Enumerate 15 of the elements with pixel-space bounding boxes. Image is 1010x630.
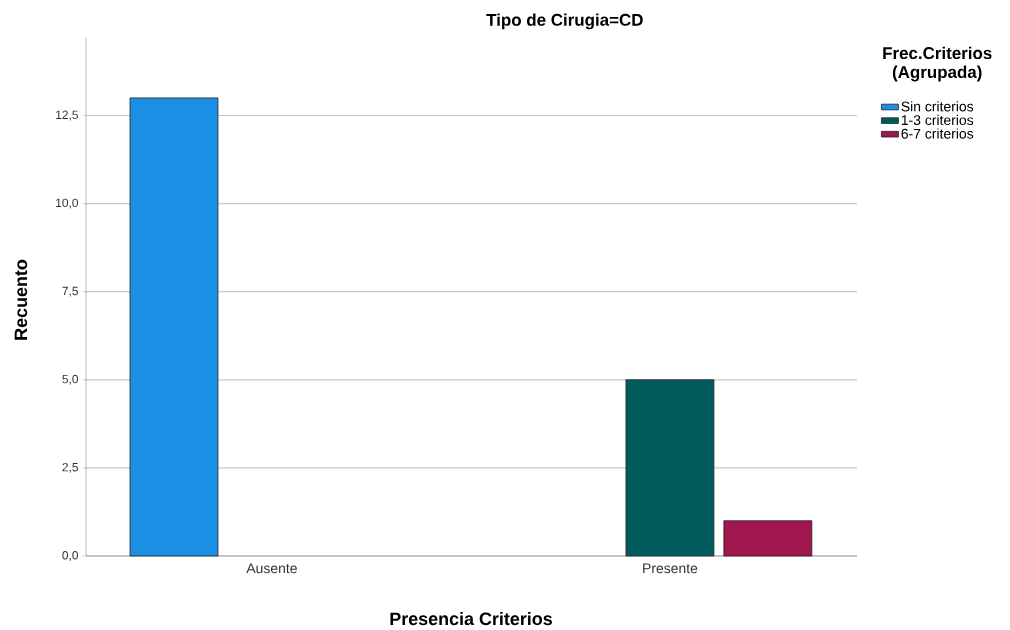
x-axis-title: Presencia Criterios bbox=[390, 611, 552, 626]
y-tick-label: 5,0 bbox=[62, 374, 79, 385]
y-tick-label: 10,0 bbox=[56, 198, 79, 209]
x-tick-label: Presente bbox=[643, 563, 698, 574]
x-tick-label: Ausente bbox=[246, 563, 297, 574]
chart-title: Tipo de Cirugia=CD bbox=[486, 13, 643, 30]
y-axis-title: Recuento bbox=[14, 259, 28, 340]
legend-label: 6-7 criterios bbox=[901, 128, 974, 139]
y-tick-label: 12,5 bbox=[56, 110, 78, 121]
legend-label: Sin criterios bbox=[901, 101, 974, 112]
y-tick-label: 7,5 bbox=[62, 286, 78, 297]
legend-title: Frec.Criterios (Agrupada) bbox=[883, 46, 992, 82]
y-tick-label: 2,5 bbox=[62, 462, 78, 473]
legend-label: 1-3 criterios bbox=[901, 114, 974, 126]
y-tick-label: 0,0 bbox=[62, 551, 79, 561]
